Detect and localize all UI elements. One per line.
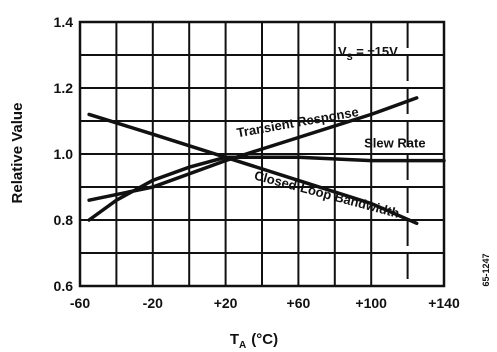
series-curves bbox=[87, 96, 446, 226]
series-line-transient-response bbox=[87, 96, 419, 202]
figure-code: 65-1247 bbox=[481, 253, 491, 286]
series-label-slew-rate: Slew Rate bbox=[364, 135, 425, 150]
y-tick-label: 0.6 bbox=[54, 278, 74, 294]
y-tick-label: 0.8 bbox=[54, 212, 74, 228]
x-tick-label: -60 bbox=[70, 295, 90, 311]
series-line-closed-loop-bandwidth bbox=[87, 112, 419, 226]
plot-frame bbox=[78, 20, 446, 288]
grid bbox=[80, 22, 444, 286]
x-axis-title-main: T bbox=[230, 331, 239, 348]
supply-voltage-annotation: VS = ±15V bbox=[338, 44, 398, 62]
series-line-slew-rate bbox=[87, 155, 446, 222]
x-axis-title-unit: (°C) bbox=[251, 331, 278, 348]
y-tick-label: 1.2 bbox=[54, 80, 74, 96]
series-label-closed-loop-bandwidth: Closed-Loop Bandwidth bbox=[253, 168, 401, 221]
x-tick-label: -20 bbox=[143, 295, 163, 311]
x-tick-label: +60 bbox=[287, 295, 311, 311]
y-tick-label: 1.0 bbox=[54, 146, 74, 162]
annotation-rest: = ±15V bbox=[353, 44, 398, 59]
x-axis-title-sub: A bbox=[239, 340, 246, 351]
annotation-sub: S bbox=[347, 52, 353, 62]
x-tick-label: +20 bbox=[214, 295, 238, 311]
x-tick-label: +140 bbox=[428, 295, 460, 311]
y-tick-label: 1.4 bbox=[54, 14, 74, 30]
y-axis-title: Relative Value bbox=[9, 103, 26, 204]
annotation-main: V bbox=[338, 44, 347, 59]
x-tick-labels: -60 -20 +20 +60 +100 +140 bbox=[70, 295, 460, 311]
x-axis-title: TA (°C) bbox=[230, 331, 278, 351]
y-tick-labels: 0.6 0.8 1.0 1.2 1.4 bbox=[54, 14, 74, 294]
x-tick-label: +100 bbox=[355, 295, 387, 311]
